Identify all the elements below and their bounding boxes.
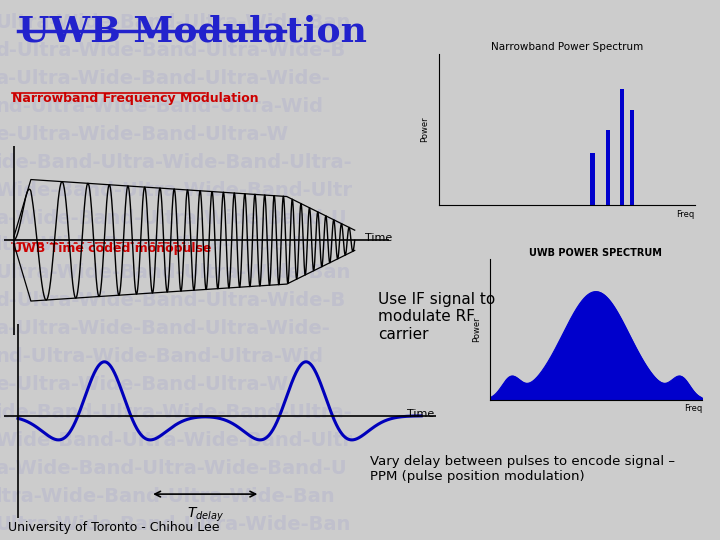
Text: Power: Power — [420, 117, 429, 143]
Text: a-Ultra-Wide-Band-Ultra-Wide-: a-Ultra-Wide-Band-Ultra-Wide- — [0, 319, 330, 338]
Bar — [606, 130, 610, 205]
Text: e-Ultra-Wide-Band-Ultra-W: e-Ultra-Wide-Band-Ultra-W — [0, 125, 288, 144]
Text: UWB Time coded monopulse: UWB Time coded monopulse — [12, 242, 212, 255]
Text: a-Ultra-Wide-Band-Ultra-Wide-: a-Ultra-Wide-Band-Ultra-Wide- — [0, 69, 330, 87]
Text: Ultra-Wide-Band-Ultra-Wide-Ban: Ultra-Wide-Band-Ultra-Wide-Ban — [0, 264, 351, 282]
Text: Wide-Band-Ultra-Wide-Band-Ultr: Wide-Band-Ultra-Wide-Band-Ultr — [0, 430, 352, 449]
Text: Wide-Band-Ultra-Wide-Band-Ultr: Wide-Band-Ultra-Wide-Band-Ultr — [0, 180, 352, 199]
Text: d-Ultra-Wide-Band-Ultra-Wide-B: d-Ultra-Wide-Band-Ultra-Wide-B — [0, 40, 346, 59]
Text: Freq: Freq — [684, 404, 702, 413]
Text: Time: Time — [407, 409, 434, 419]
Text: ide-Band-Ultra-Wide-Band-Ultra-: ide-Band-Ultra-Wide-Band-Ultra- — [0, 402, 351, 422]
Text: Ultra-Wide-Band-Ultra-Wide-Ban: Ultra-Wide-Band-Ultra-Wide-Ban — [0, 12, 351, 31]
Text: Vary delay between pulses to encode signal –
PPM (pulse position modulation): Vary delay between pulses to encode sign… — [370, 455, 675, 483]
Text: ltra-Wide-Band-Ultra-Wide-Ban: ltra-Wide-Band-Ultra-Wide-Ban — [0, 487, 335, 505]
Text: Time: Time — [365, 233, 392, 244]
Text: Power: Power — [472, 316, 481, 342]
Text: nd-Ultra-Wide-Band-Ultra-Wid: nd-Ultra-Wide-Band-Ultra-Wid — [0, 347, 323, 366]
Bar — [620, 89, 624, 205]
Text: $T_{delay}$: $T_{delay}$ — [186, 506, 224, 524]
Title: UWB POWER SPECTRUM: UWB POWER SPECTRUM — [529, 248, 662, 259]
Title: Narrowband Power Spectrum: Narrowband Power Spectrum — [491, 42, 643, 52]
Text: Freq: Freq — [677, 210, 695, 219]
Text: Use IF signal to
modulate RF
carrier: Use IF signal to modulate RF carrier — [378, 292, 495, 342]
Text: a-Wide-Band-Ultra-Wide-Band-U: a-Wide-Band-Ultra-Wide-Band-U — [0, 458, 346, 477]
Text: University of Toronto - Chihou Lee: University of Toronto - Chihou Lee — [8, 521, 220, 534]
Bar — [630, 110, 634, 205]
Text: e-Ultra-Wide-Band-Ultra-W: e-Ultra-Wide-Band-Ultra-W — [0, 375, 288, 394]
Text: UWB Modulation: UWB Modulation — [18, 15, 367, 49]
Text: Ultra-Wide-Band-Ultra-Wide-Ban: Ultra-Wide-Band-Ultra-Wide-Ban — [0, 515, 351, 534]
Text: nd-Ultra-Wide-Band-Ultra-Wid: nd-Ultra-Wide-Band-Ultra-Wid — [0, 97, 323, 116]
Text: ltra-Wide-Band-Ultra-Wide-Ban: ltra-Wide-Band-Ultra-Wide-Ban — [0, 235, 335, 254]
Text: Narrowband Frequency Modulation: Narrowband Frequency Modulation — [12, 92, 258, 105]
Text: d-Ultra-Wide-Band-Ultra-Wide-B: d-Ultra-Wide-Band-Ultra-Wide-B — [0, 291, 346, 309]
Text: ide-Band-Ultra-Wide-Band-Ultra-: ide-Band-Ultra-Wide-Band-Ultra- — [0, 152, 351, 172]
Text: a-Wide-Band-Ultra-Wide-Band-U: a-Wide-Band-Ultra-Wide-Band-U — [0, 208, 346, 227]
Bar — [590, 153, 595, 205]
